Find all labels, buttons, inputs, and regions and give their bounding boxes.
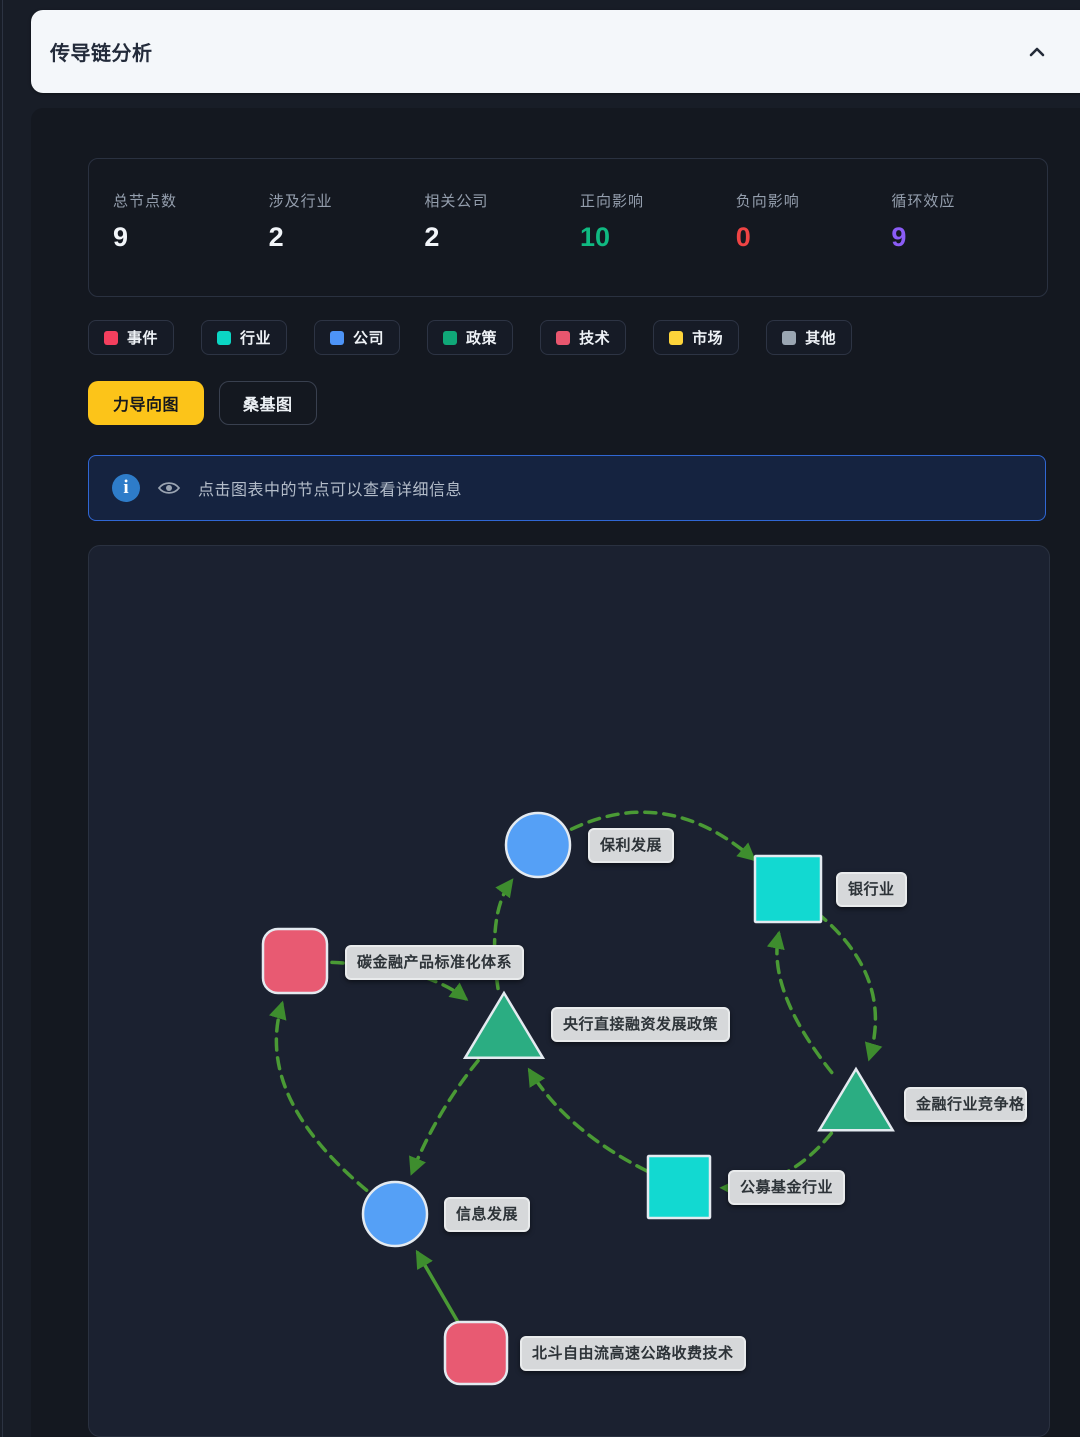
- stats-panel: 总节点数 9 涉及行业 2 相关公司 2 正向影响 10 负向影响 0 循环效应…: [88, 158, 1048, 297]
- graph-edge-baoli-yinhang: [569, 810, 757, 862]
- legend-swatch: [669, 330, 684, 345]
- graph-edge-yanghang-baoli: [492, 878, 514, 991]
- legend-chip-event[interactable]: 事件: [88, 320, 175, 355]
- stat-total-nodes: 总节点数 9: [113, 190, 269, 253]
- graph-node-yanghang[interactable]: [462, 990, 546, 1060]
- stat-companies: 相关公司 2: [424, 190, 580, 253]
- stat-value: 2: [424, 222, 440, 252]
- stat-negative-impact: 负向影响 0: [736, 190, 892, 253]
- stat-label: 循环效应: [891, 193, 956, 210]
- stat-value: 10: [580, 222, 611, 252]
- stat-label: 正向影响: [580, 193, 645, 210]
- graph-edge-jrjz-gongmu: [719, 1131, 834, 1198]
- info-banner-text: 点击图表中的节点可以查看详细信息: [198, 482, 463, 499]
- graph-edge-yinhang-jrjz: [815, 911, 883, 1062]
- stat-value: 0: [735, 222, 751, 252]
- chevron-up-icon: [1029, 47, 1045, 56]
- info-banner: i 点击图表中的节点可以查看详细信息: [88, 455, 1046, 521]
- graph-node-xinxi[interactable]: [361, 1180, 429, 1248]
- legend-swatch: [782, 330, 797, 345]
- force-graph-button[interactable]: 力导向图: [88, 381, 205, 425]
- graph-edge-yanghang-xinxi: [409, 1059, 480, 1176]
- info-icon: i: [112, 474, 140, 502]
- transmission-panel-header[interactable]: 传导链分析: [31, 10, 1080, 93]
- page-title: 传导链分析: [50, 43, 153, 65]
- graph-node-beidou[interactable]: [443, 1320, 509, 1386]
- legend-chip-technology[interactable]: 技术: [540, 320, 627, 355]
- view-toggle: 力导向图 桑基图: [88, 381, 317, 425]
- graph-edge-gongmu-yanghang: [527, 1067, 649, 1173]
- legend-chip-other[interactable]: 其他: [766, 320, 853, 355]
- graph-node-yinhang[interactable]: [753, 854, 823, 924]
- page-left-divider: [2, 0, 3, 1437]
- force-graph-canvas[interactable]: [89, 546, 1050, 1437]
- graph-node-baoli[interactable]: [504, 811, 572, 879]
- legend-swatch: [104, 330, 118, 345]
- stat-positive-impact: 正向影响 10: [580, 190, 736, 253]
- legend-swatch: [217, 330, 232, 345]
- graph-edge-xinxi-tanjr: [268, 1000, 369, 1193]
- legend-chip-company[interactable]: 公司: [314, 320, 401, 355]
- legend-chip-market[interactable]: 市场: [653, 320, 740, 355]
- stat-label: 涉及行业: [268, 193, 333, 210]
- sankey-button[interactable]: 桑基图: [219, 381, 317, 425]
- graph-edge-jrjz-yinhang: [766, 930, 834, 1075]
- stat-value: 9: [891, 222, 907, 252]
- stat-industries: 涉及行业 2: [269, 190, 425, 253]
- collapse-button[interactable]: [1024, 39, 1050, 65]
- legend-swatch: [556, 330, 571, 345]
- graph-node-gongmu[interactable]: [646, 1154, 712, 1220]
- legend-chip-policy[interactable]: 政策: [427, 320, 514, 355]
- legend-row: 事件 行业 公司 政策 技术 市场 其他: [88, 320, 853, 355]
- legend-chip-industry[interactable]: 行业: [201, 320, 288, 355]
- stat-label: 负向影响: [735, 193, 800, 210]
- stat-value: 2: [268, 222, 284, 252]
- force-graph-panel[interactable]: 保利发展银行业碳金融产品标准化体系央行直接融资发展政策金融行业竞争格局公募基金行…: [88, 545, 1050, 1437]
- graph-edge-tanjr-yanghang: [330, 960, 469, 1001]
- stat-value: 9: [113, 222, 129, 252]
- stat-label: 总节点数: [113, 193, 178, 210]
- eye-icon: [157, 482, 181, 494]
- stat-label: 相关公司: [424, 193, 489, 210]
- legend-swatch: [443, 330, 458, 345]
- graph-edge-beidou-xinxi: [415, 1249, 460, 1324]
- stat-cycle-effect: 循环效应 9: [891, 190, 1047, 253]
- graph-node-tanjr[interactable]: [261, 927, 329, 995]
- legend-swatch: [330, 330, 345, 345]
- graph-node-jrjz[interactable]: [817, 1066, 895, 1132]
